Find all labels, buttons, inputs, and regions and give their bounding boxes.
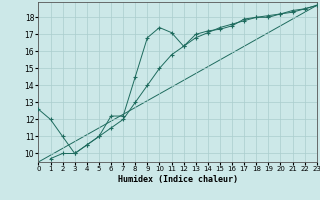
X-axis label: Humidex (Indice chaleur): Humidex (Indice chaleur) <box>118 175 238 184</box>
